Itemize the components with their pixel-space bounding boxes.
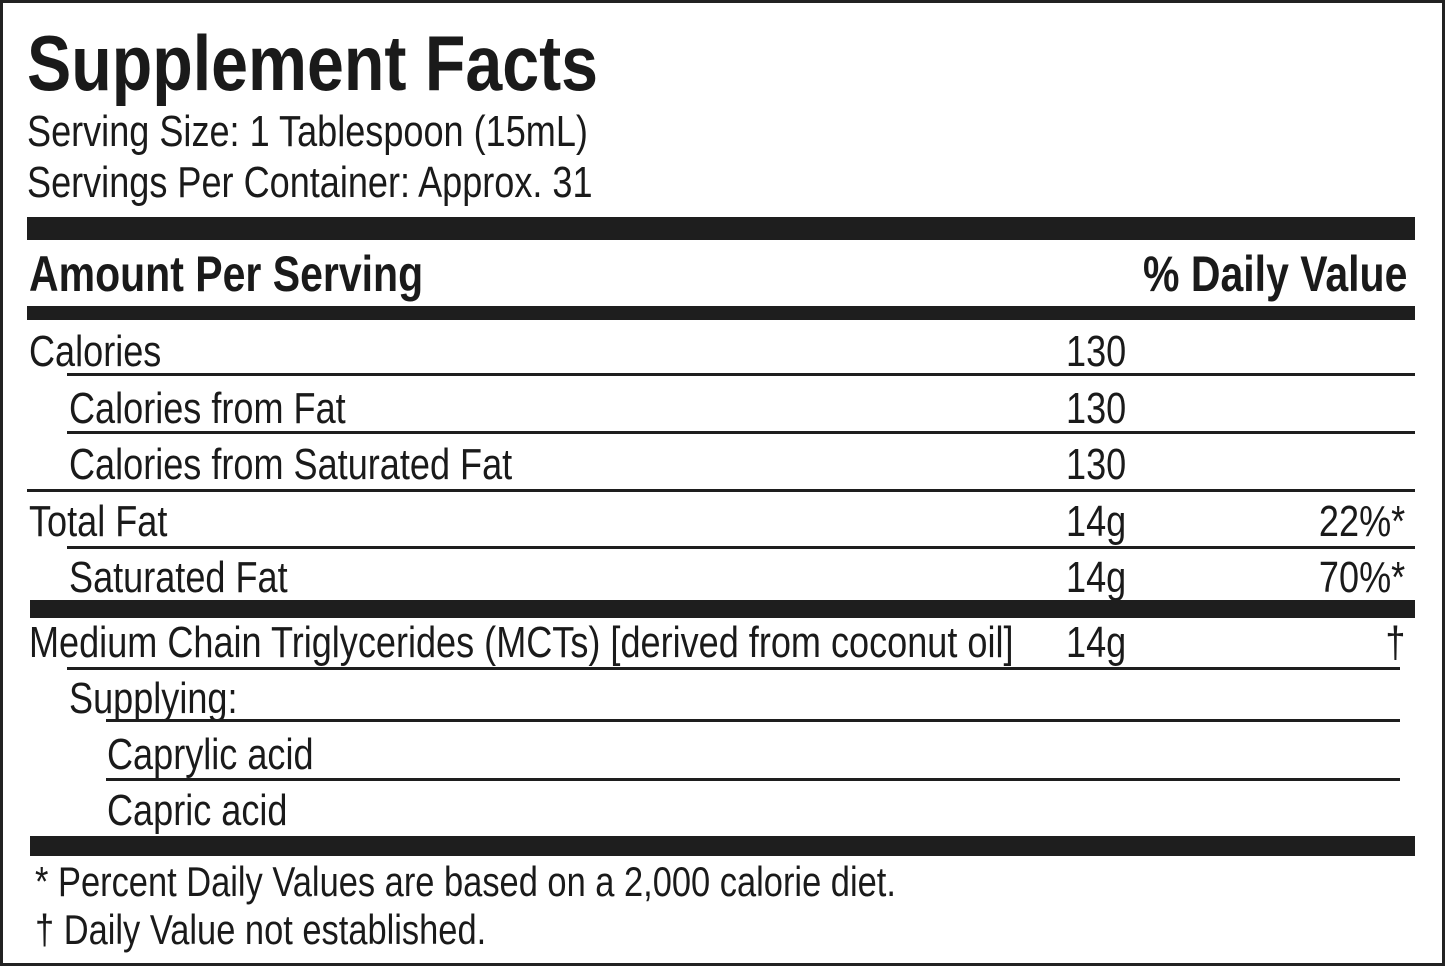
footnote-not-established: † Daily Value not established.: [35, 906, 487, 953]
thick-divider: [27, 306, 1415, 320]
thick-divider: [27, 217, 1415, 240]
row-divider: [106, 778, 1400, 781]
row-daily-value: 22%*: [1318, 497, 1405, 546]
servings-per-container: Servings Per Container: Approx. 31: [27, 158, 593, 207]
row-amount: 14g: [1066, 553, 1127, 602]
row-name: Capric acid: [107, 786, 288, 835]
label-title: Supplement Facts: [27, 19, 599, 107]
row-divider: [67, 373, 1415, 376]
row-name: Calories from Fat: [69, 384, 346, 433]
row-name: Total Fat: [29, 497, 168, 546]
row-daily-value: 70%*: [1318, 553, 1405, 602]
daily-value-header: % Daily Value: [1142, 246, 1407, 302]
row-divider: [67, 667, 1400, 670]
row-name: Saturated Fat: [69, 553, 288, 602]
serving-size: Serving Size: 1 Tablespoon (15mL): [27, 107, 588, 156]
row-name: Calories: [29, 327, 162, 376]
thick-divider: [30, 836, 1415, 856]
row-divider: [67, 431, 1415, 434]
amount-per-serving-header: Amount Per Serving: [29, 246, 424, 302]
row-amount: 130: [1066, 384, 1127, 433]
row-name: Supplying:: [69, 674, 238, 723]
row-amount: 14g: [1066, 497, 1127, 546]
row-divider: [67, 546, 1415, 549]
row-divider: [106, 719, 1400, 722]
row-name: Caprylic acid: [107, 730, 314, 779]
row-name: Calories from Saturated Fat: [69, 440, 513, 489]
row-amount: 14g: [1066, 618, 1127, 667]
footnote-daily-values: * Percent Daily Values are based on a 2,…: [35, 858, 896, 905]
row-name: Medium Chain Triglycerides (MCTs) [deriv…: [29, 618, 1014, 667]
row-amount: 130: [1066, 440, 1127, 489]
row-daily-value: †: [1384, 618, 1405, 667]
row-divider: [27, 489, 1415, 492]
thick-divider: [30, 600, 1415, 618]
row-amount: 130: [1066, 327, 1127, 376]
